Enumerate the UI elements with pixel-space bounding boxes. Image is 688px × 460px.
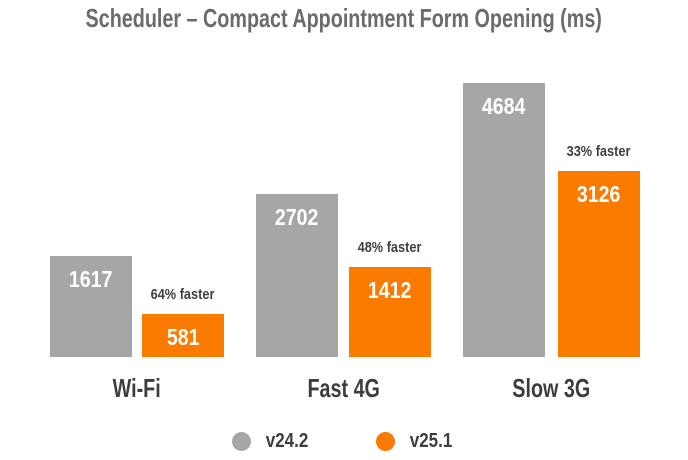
category-label-fast-4g: Fast 4G: [307, 373, 380, 403]
category-label-wi-fi: Wi-Fi: [112, 373, 162, 403]
bar-v25-1-fast-4g: 1412: [349, 267, 431, 357]
bar-v24-2-fast-4g: 2702: [256, 194, 338, 357]
chart-title-text: Scheduler – Compact Appointment Form Ope…: [85, 3, 603, 33]
bar-value-label: 4684: [482, 93, 526, 119]
improvement-annotation-slow-3g: 33% faster: [567, 143, 631, 160]
category-label-slow-3g: Slow 3G: [512, 373, 591, 403]
bar-value-label: 3126: [577, 181, 621, 207]
bar-value-label: 581: [166, 324, 200, 350]
bar-v25-1-slow-3g: 3126: [558, 171, 640, 357]
legend-dot-icon: [231, 432, 251, 451]
legend-item-v24-2: v24.2: [231, 430, 312, 453]
legend-item-v25-1: v25.1: [376, 430, 456, 453]
legend-dot-icon: [376, 432, 395, 451]
bar-value-label: 1617: [69, 266, 113, 292]
improvement-annotation-fast-4g: 48% faster: [358, 239, 422, 256]
improvement-annotation-wi-fi: 64% faster: [151, 286, 215, 303]
bar-value-label: 1412: [368, 277, 412, 303]
bar-v24-2-wi-fi: 1617: [50, 256, 132, 357]
legend-label: v24.2: [265, 430, 309, 452]
bar-value-label: 2702: [275, 204, 319, 230]
legend: v24.2 v25.1: [0, 430, 688, 453]
bar-v24-2-slow-3g: 4684: [463, 83, 545, 357]
bar-v25-1-wi-fi: 581: [142, 314, 224, 357]
legend-label: v25.1: [409, 430, 453, 452]
chart-title: Scheduler – Compact Appointment Form Ope…: [0, 3, 688, 34]
